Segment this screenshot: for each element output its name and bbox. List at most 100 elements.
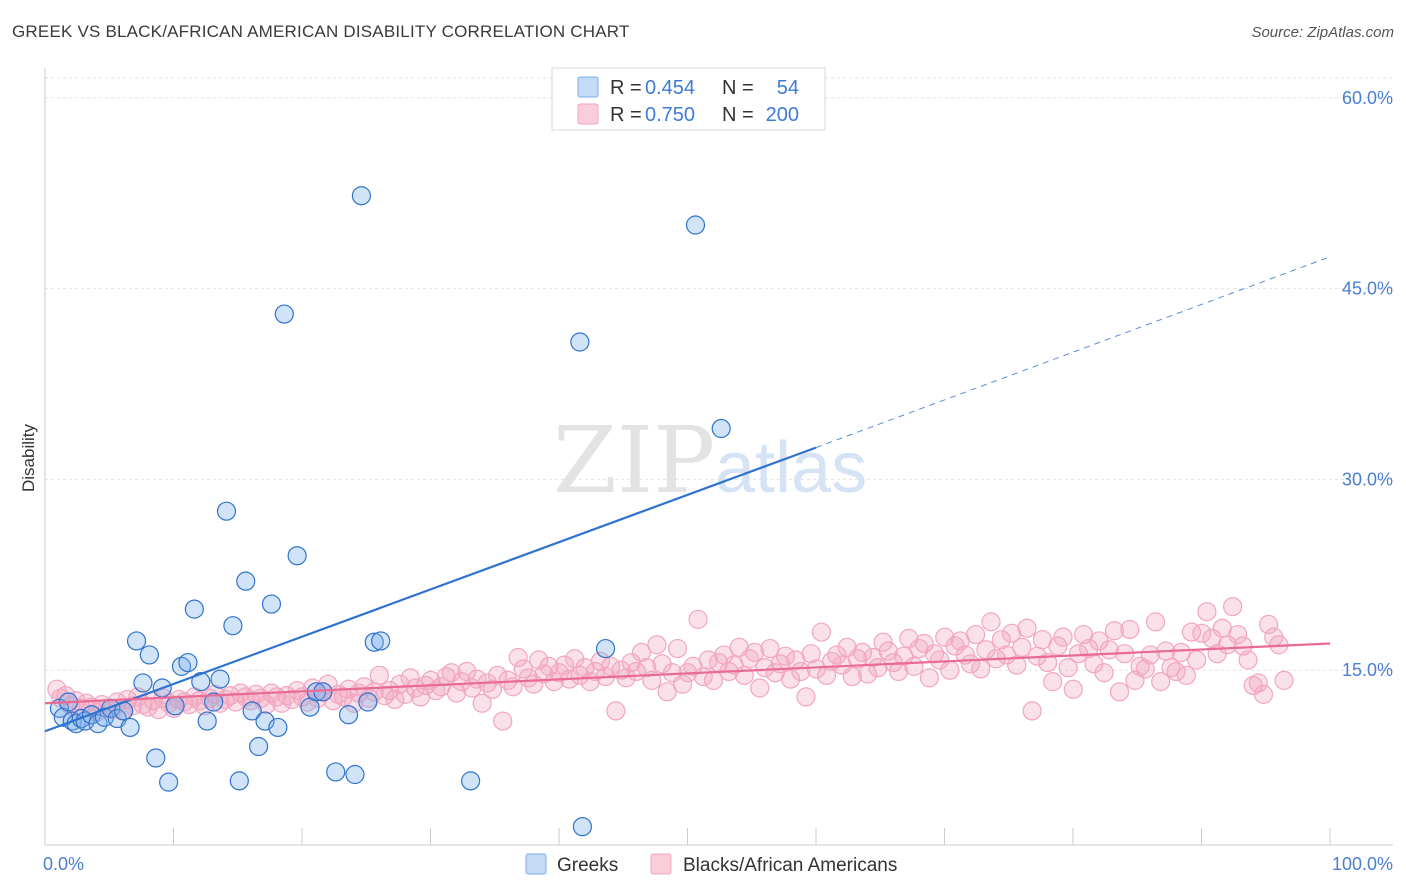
legend-n-value-black: 200 bbox=[766, 104, 799, 126]
legend-r-value-black: 0.750 bbox=[645, 104, 695, 126]
bottom-legend-swatch-greeks bbox=[525, 853, 547, 875]
black-point bbox=[616, 668, 636, 688]
greek-point bbox=[461, 771, 481, 791]
y-tick-label-15: 15.0% bbox=[1342, 660, 1393, 680]
greek-point bbox=[236, 571, 256, 591]
black-point bbox=[909, 638, 929, 659]
greek-point bbox=[351, 186, 371, 206]
black-point bbox=[1171, 642, 1191, 662]
greek-point bbox=[133, 673, 153, 693]
black-point bbox=[852, 642, 873, 662]
black-point bbox=[981, 612, 1001, 632]
black-point bbox=[452, 672, 472, 692]
greek-point bbox=[364, 632, 384, 652]
series-black-points bbox=[47, 596, 1294, 731]
black-point bbox=[1007, 655, 1027, 675]
black-point bbox=[899, 628, 919, 649]
black-point bbox=[488, 665, 508, 685]
y-tick-label-60: 60.0% bbox=[1342, 88, 1393, 108]
black-point bbox=[302, 678, 323, 698]
greek-point bbox=[120, 717, 140, 738]
black-point bbox=[1145, 612, 1166, 632]
black-point bbox=[390, 674, 410, 694]
greek-point bbox=[223, 616, 243, 636]
black-point bbox=[868, 658, 888, 678]
trend-line-greeks bbox=[44, 446, 817, 733]
black-point bbox=[1274, 670, 1294, 690]
series-greek-points bbox=[49, 186, 731, 837]
greek-point bbox=[165, 696, 185, 716]
black-point bbox=[739, 649, 760, 669]
black-point bbox=[200, 688, 220, 708]
greek-point bbox=[204, 692, 224, 712]
black-point bbox=[760, 638, 780, 659]
black-point bbox=[1120, 619, 1140, 640]
black-point bbox=[1104, 621, 1125, 641]
black-point bbox=[1079, 638, 1099, 659]
black-point bbox=[1151, 672, 1171, 692]
black-point bbox=[878, 641, 898, 661]
black-point bbox=[1053, 627, 1073, 647]
greek-point bbox=[197, 711, 217, 731]
black-point bbox=[1248, 673, 1268, 693]
legend-n-value-greeks: 54 bbox=[777, 77, 799, 99]
black-point bbox=[745, 642, 765, 662]
greek-point bbox=[191, 672, 211, 692]
black-point bbox=[385, 689, 405, 710]
black-point bbox=[966, 624, 986, 645]
greek-point bbox=[595, 638, 616, 659]
black-point bbox=[873, 632, 893, 652]
legend-swatch-greeks bbox=[577, 76, 599, 98]
black-point bbox=[606, 701, 626, 721]
greek-point bbox=[358, 692, 378, 712]
black-point bbox=[1063, 679, 1083, 699]
y-tick-labels: 15.0% 30.0% 45.0% 60.0% bbox=[1342, 88, 1393, 680]
greek-point bbox=[268, 717, 288, 738]
black-point bbox=[904, 656, 924, 676]
black-point bbox=[256, 694, 276, 715]
black-point bbox=[472, 693, 492, 713]
greek-point bbox=[210, 669, 230, 689]
greek-point bbox=[229, 771, 249, 791]
axes bbox=[44, 68, 1393, 846]
black-point bbox=[1068, 644, 1089, 664]
black-point bbox=[225, 692, 246, 712]
black-point bbox=[1002, 623, 1022, 643]
greek-point bbox=[338, 705, 359, 725]
black-point bbox=[601, 656, 621, 676]
black-point bbox=[647, 635, 667, 655]
black-point bbox=[621, 652, 641, 673]
black-point bbox=[1161, 658, 1181, 678]
greek-point bbox=[261, 594, 282, 614]
black-point bbox=[801, 644, 821, 664]
greek-point bbox=[326, 762, 346, 782]
chart-title: GREEK VS BLACK/AFRICAN AMERICAN DISABILI… bbox=[12, 22, 630, 41]
black-point bbox=[590, 651, 611, 671]
black-point bbox=[369, 665, 389, 685]
trend-line-black bbox=[44, 642, 1331, 705]
y-tick-label-45: 45.0% bbox=[1342, 279, 1393, 299]
black-point bbox=[827, 645, 847, 665]
black-point bbox=[847, 649, 868, 669]
black-point bbox=[1181, 622, 1202, 642]
greek-point bbox=[249, 736, 269, 757]
y-tick-label-30: 30.0% bbox=[1342, 469, 1393, 489]
black-point bbox=[796, 687, 816, 707]
black-point bbox=[1176, 665, 1196, 685]
black-point bbox=[894, 646, 914, 666]
black-point bbox=[1228, 624, 1248, 645]
black-point bbox=[734, 665, 754, 685]
legend-swatch-black bbox=[577, 103, 599, 125]
black-point bbox=[811, 622, 832, 642]
greek-point bbox=[126, 631, 147, 651]
black-point bbox=[657, 682, 677, 702]
x-tick-label-min: 0.0% bbox=[43, 854, 84, 874]
black-point bbox=[1197, 602, 1217, 622]
x-tick-label-max: 100.0% bbox=[1332, 854, 1393, 874]
black-point bbox=[919, 668, 939, 688]
watermark-atlas: atlas bbox=[715, 428, 867, 508]
greek-point bbox=[371, 631, 391, 651]
trend-lines bbox=[44, 256, 1331, 733]
black-point bbox=[842, 666, 862, 687]
greek-point bbox=[685, 215, 706, 235]
